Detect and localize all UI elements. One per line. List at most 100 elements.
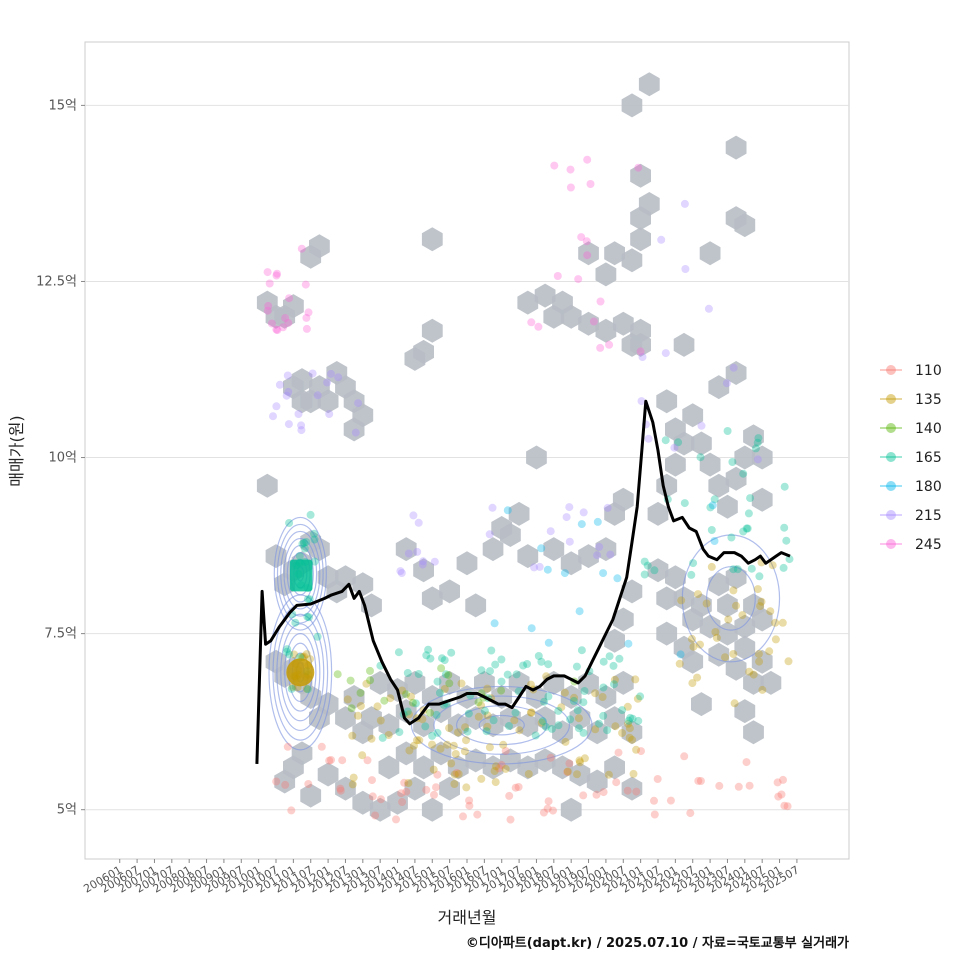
scatter-point-58 [637,747,645,756]
legend-swatch-215 [886,510,896,520]
scatter-point-329 [723,427,732,435]
scatter-point-73 [623,702,632,711]
hex-cell-120 [439,670,460,695]
legend-swatch-135 [886,394,896,404]
scatter-point-462 [297,244,306,253]
scatter-point-390 [710,537,719,545]
scatter-point-41 [614,748,623,757]
hex-cell-125 [526,685,547,709]
scatter-point-331 [780,523,789,532]
hex-cell-168 [656,586,678,611]
scatter-point-189 [724,615,733,624]
hex-cell-135 [413,558,434,583]
scatter-point-463 [285,294,294,303]
scatter-point-237 [421,722,430,731]
scatter-point-175 [753,585,762,594]
scatter-point-140 [384,731,393,739]
scatter-point-247 [580,687,589,695]
scatter-point-171 [738,611,747,620]
scatter-point-362 [408,698,417,707]
scatter-point-319 [285,650,294,659]
hex-cell-161 [717,494,738,519]
hex-cell-26 [560,304,582,329]
hex-cell-70 [343,685,365,709]
scatter-point-35 [287,806,296,815]
scatter-point-10 [546,753,555,762]
hex-cell-86 [395,741,417,766]
hex-cell-115 [621,720,643,745]
scatter-point-456 [263,268,272,277]
scatter-point-78 [436,744,445,753]
scatter-point-289 [541,722,550,731]
scatter-point-84 [576,758,584,767]
scatter-point-71 [447,759,456,768]
scatter-point-86 [598,693,607,701]
scatter-point-162 [749,670,758,679]
scatter-point-405 [325,410,334,418]
scatter-point-425 [430,557,439,566]
scatter-point-428 [606,550,615,559]
scatter-point-262 [531,731,540,740]
hex-cell-142 [517,544,539,569]
scatter-point-315 [305,595,314,604]
scatter-point-169 [732,601,740,610]
scatter-point-94 [490,767,499,775]
hex-cell-89 [447,755,469,780]
density-contour-7 [273,516,327,631]
scatter-point-359 [346,676,355,685]
scatter-point-417 [595,542,604,551]
scatter-point-45 [680,752,689,761]
scatter-point-3 [773,778,782,787]
scatter-point-104 [443,740,452,749]
scatter-point-83 [610,675,619,684]
hex-cell-132 [612,607,634,632]
scatter-point-277 [489,716,498,725]
scatter-point-448 [265,279,274,288]
scatter-point-51 [304,780,313,788]
scatter-point-454 [264,301,273,310]
hex-cell-36 [621,248,643,273]
scatter-point-144 [413,736,421,745]
scatter-point-449 [302,324,311,333]
scatter-point-49 [432,783,440,792]
scatter-point-99 [474,712,483,721]
scatter-point-181 [730,699,739,708]
scatter-point-340 [751,444,760,453]
scatter-point-422 [565,503,574,512]
scatter-point-55 [336,784,345,793]
scatter-point-107 [491,778,500,787]
scatter-point-74 [515,726,524,735]
scatter-point-409 [351,428,360,437]
density-contour-19 [410,685,593,765]
hex-cell-100 [560,797,582,822]
scatter-point-232 [424,645,433,654]
scatter-point-346 [785,555,794,564]
scatter-point-177 [721,653,729,662]
scatter-point-246 [433,677,442,686]
scatter-point-32 [497,761,506,769]
scatter-point-98 [624,719,633,728]
scatter-point-153 [499,740,508,749]
hex-cell-50 [526,445,547,470]
density-contour-5 [280,530,321,617]
scatter-point-266 [544,692,553,701]
legend-label-215: 215 [915,508,942,524]
scatter-point-297 [303,685,312,694]
scatter-point-421 [397,569,406,577]
scatter-point-228 [615,654,624,663]
scatter-point-123 [625,733,634,742]
scatter-point-413 [404,549,413,558]
scatter-point-376 [624,639,633,648]
hex-cell-42 [630,206,651,231]
scatter-point-335 [739,527,748,536]
scatter-point-400 [334,373,343,382]
scatter-point-77 [462,736,470,745]
scatter-point-54 [501,747,510,755]
scatter-point-122 [440,685,449,693]
hex-cell-43 [699,241,721,266]
scatter-point-325 [710,495,719,504]
scatter-point-450 [279,323,287,332]
trend-line-layer [255,399,791,764]
hex-cell-165 [751,445,773,470]
density-contour-6 [276,523,324,624]
